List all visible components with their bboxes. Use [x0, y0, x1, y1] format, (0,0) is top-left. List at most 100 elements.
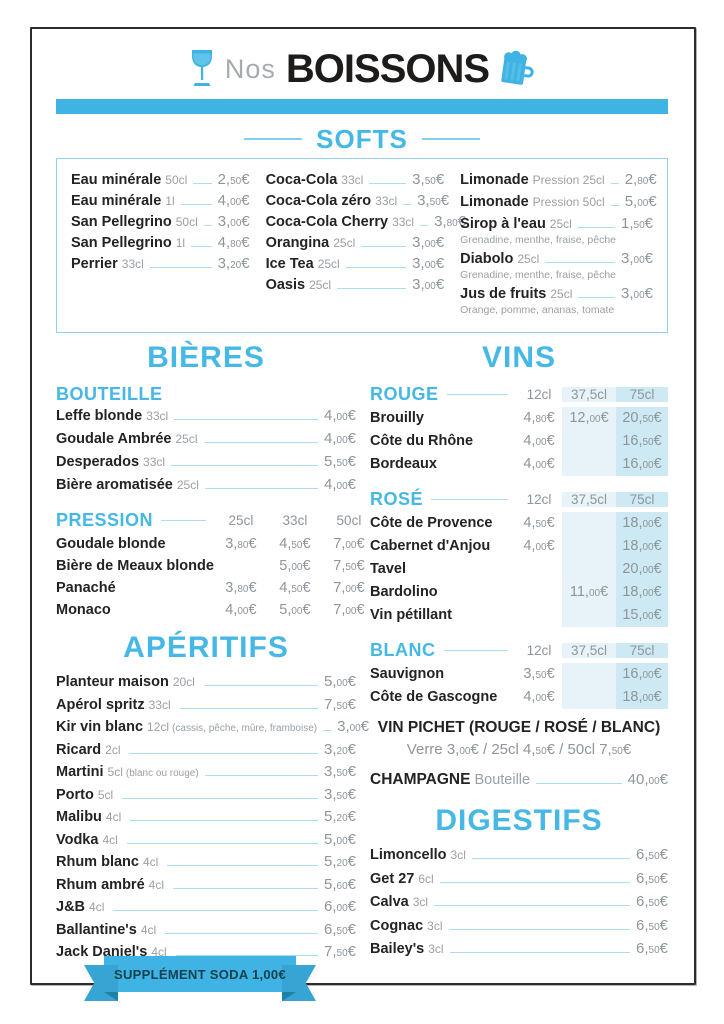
- col-header-37cl: 37,5cl: [562, 642, 616, 658]
- menu-item-row: San Pellegrino 1l 4,80€: [71, 234, 250, 255]
- item-name: Eau minérale: [71, 193, 162, 209]
- menu-item-row: Cognac 3cl 6,50€: [370, 917, 668, 941]
- item-quantity: 4cl: [140, 922, 157, 937]
- menu-item: Sirop à l'eau 25cl 1,50€ Grenadine, ment…: [460, 215, 653, 247]
- item-name: Panaché: [56, 580, 116, 596]
- leader-line: [323, 730, 332, 731]
- leader-line: [171, 465, 319, 466]
- item-name: Desperados: [56, 454, 140, 470]
- item-quantity: 25cl: [333, 236, 356, 250]
- col-header-33cl: 33cl: [282, 512, 308, 528]
- item-quantity: 3cl: [450, 848, 466, 862]
- item-name: Malibu: [56, 809, 102, 825]
- item-quantity: 50cl: [165, 173, 188, 187]
- item-price: 3,20€: [217, 255, 250, 272]
- item-name: Perrier: [71, 256, 118, 272]
- leader-line: [180, 204, 212, 205]
- menu-item-row: Orangina 25cl 3,00€: [266, 234, 445, 255]
- leader-line: [610, 205, 619, 206]
- item-quantity: 25cl: [517, 252, 540, 266]
- aperitifs-list: Planteur maison 20cl 5,00€ Apérol spritz…: [56, 673, 369, 966]
- leader-line: [193, 183, 212, 184]
- price-12cl: [516, 581, 562, 604]
- item-price: 5,20€: [324, 853, 356, 870]
- item-name: Leffe blonde: [56, 408, 143, 424]
- col-header-12cl: 12cl: [526, 491, 552, 507]
- leader-line: [337, 288, 407, 289]
- item-note: (blanc ou rouge): [125, 768, 199, 779]
- item-name: Ice Tea: [265, 256, 314, 272]
- digestifs-title: DIGESTIFS: [435, 804, 603, 837]
- wine-name: Bordeaux: [370, 456, 437, 472]
- item-price: 6,50€: [636, 869, 668, 887]
- leader-line: [448, 928, 631, 930]
- vin-pichet-prices: Verre 3,00€ / 25cl 4,50€ / 50cl 7,50€: [370, 741, 668, 763]
- pichet-label: Verre: [406, 741, 447, 758]
- item-price: 6,50€: [636, 940, 668, 957]
- price-75cl: 18,00€: [616, 535, 668, 558]
- item-name: Bière de Meaux blonde: [56, 558, 214, 574]
- leader-line: [446, 393, 508, 395]
- leader-line: [129, 752, 319, 754]
- blanc-heading: BLANC: [370, 637, 516, 663]
- menu-item-row: Get 27 6cl 6,50€: [370, 870, 668, 894]
- item-quantity: Pression 50cl: [532, 195, 605, 209]
- menu-item-row: Desperados 33cl 5,50€: [56, 453, 356, 476]
- leader-line: [449, 952, 631, 953]
- item-price: 4,00€: [324, 407, 356, 424]
- leader-line: [174, 419, 319, 420]
- item-name: Ballantine's: [56, 921, 137, 938]
- menu-item-row: Limoncello 3cl 6,50€: [370, 846, 668, 870]
- softs-heading: SOFTS: [56, 124, 668, 154]
- item-name: Bière aromatisée: [56, 477, 173, 493]
- item-name: Martini: [56, 764, 104, 780]
- supplement-ribbon: SUPPLÉMENT SODA 1,00€: [84, 956, 316, 1001]
- leader-line: [345, 267, 407, 268]
- price-12cl: [516, 558, 562, 581]
- item-quantity: 12cl: [147, 720, 170, 734]
- item-name: Coca-Cola: [265, 172, 338, 188]
- menu-item-row: Diabolo 25cl 3,00€: [460, 250, 653, 271]
- leader-line: [161, 519, 206, 521]
- price-75cl: 18,00€: [616, 512, 668, 535]
- menu-item-row: Martini 5cl (blanc ou rouge) 3,50€: [56, 763, 356, 786]
- leader-line: [179, 707, 319, 709]
- menu-item-row: Coca-Cola Cherry 33cl 3,80€: [266, 213, 466, 234]
- leader-line: [204, 775, 319, 776]
- pression-heading: PRESSION: [56, 507, 214, 533]
- price-33cl: 4,50€: [279, 536, 311, 552]
- item-quantity: 50cl: [175, 215, 198, 229]
- item-price: 3,00€: [412, 234, 445, 251]
- item-name: Monaco: [56, 602, 111, 618]
- header-divider-bar: [56, 99, 668, 114]
- item-flavors: Grenadine, menthe, fraise, pêche: [460, 234, 617, 246]
- vins-title: VINS: [481, 341, 557, 374]
- item-price: 3,50€: [324, 763, 356, 780]
- price-50cl: 7,00€: [333, 580, 365, 596]
- item-quantity: 1l: [175, 236, 186, 250]
- price-50cl: 7,50€: [333, 558, 365, 574]
- leader-line: [536, 783, 622, 784]
- leader-line: [113, 910, 319, 911]
- item-price: 3,50€: [417, 192, 450, 209]
- item-name: Limoncello: [370, 847, 447, 863]
- item-price: 2,80€: [624, 171, 657, 188]
- col-header-12cl: 12cl: [526, 642, 552, 658]
- vins-blanc-table: BLANC 12cl 37,5cl 75cl Sauvignon 3,50€ 1…: [370, 637, 668, 709]
- softs-title: SOFTS: [316, 123, 408, 154]
- leader-line: [610, 183, 619, 184]
- pression-title: PRESSION: [56, 509, 154, 530]
- price-33cl: 5,00€: [279, 602, 311, 618]
- softs-column-2: Coca-Cola 33cl 3,50€ Coca-Cola zéro 33cl…: [265, 171, 466, 320]
- item-price: 3,00€: [337, 718, 370, 735]
- item-name: Limonade: [460, 194, 529, 210]
- hand-drawn-border: [30, 27, 696, 985]
- champagne-row: CHAMPAGNE Bouteille 40,00€: [370, 771, 668, 792]
- price-37cl: [562, 453, 616, 476]
- price-75cl: 16,00€: [616, 663, 668, 686]
- item-name: Limonade: [460, 172, 529, 188]
- item-name: Apérol spritz: [56, 696, 145, 713]
- item-name: Goudale Ambrée: [56, 431, 172, 447]
- vin-pichet-title: VIN PICHET (ROUGE / ROSÉ / BLANC): [377, 719, 661, 736]
- leader-line: [578, 297, 616, 298]
